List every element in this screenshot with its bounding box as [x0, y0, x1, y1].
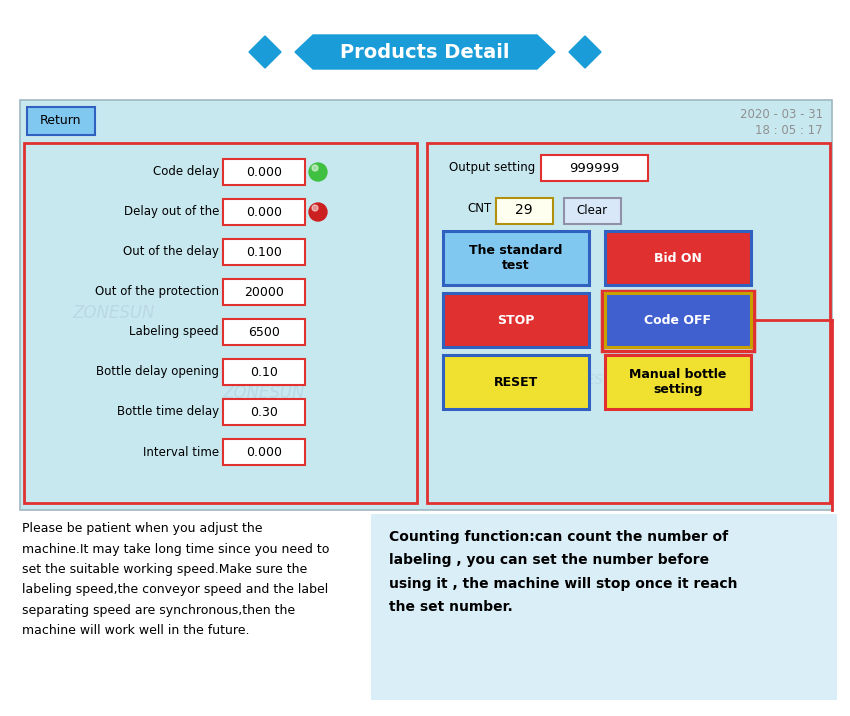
FancyBboxPatch shape	[223, 199, 305, 225]
Text: Out of the protection: Out of the protection	[95, 286, 219, 299]
Circle shape	[312, 205, 318, 211]
Text: ZONESUN: ZONESUN	[73, 304, 156, 322]
Text: Out of the delay: Out of the delay	[123, 246, 219, 258]
Text: 0.30: 0.30	[250, 405, 278, 418]
Circle shape	[312, 165, 318, 171]
Text: Manual bottle
setting: Manual bottle setting	[629, 368, 727, 396]
Text: ZONESUN: ZONESUN	[556, 373, 625, 387]
Text: 6500: 6500	[248, 326, 280, 339]
Text: RESET: RESET	[494, 375, 538, 389]
Text: Counting function:can count the number of
labeling , you can set the number befo: Counting function:can count the number o…	[389, 530, 738, 614]
FancyBboxPatch shape	[20, 100, 832, 510]
Text: 2020 - 03 - 31: 2020 - 03 - 31	[740, 109, 823, 122]
Text: Delay out of the: Delay out of the	[123, 205, 219, 218]
FancyBboxPatch shape	[496, 198, 553, 224]
Text: ZONESUN: ZONESUN	[223, 384, 305, 402]
Text: The standard
test: The standard test	[469, 244, 563, 272]
FancyBboxPatch shape	[605, 293, 751, 347]
Text: Code OFF: Code OFF	[644, 314, 711, 326]
Text: 0.000: 0.000	[246, 445, 282, 458]
Text: Return: Return	[40, 115, 82, 127]
Text: 18 : 05 : 17: 18 : 05 : 17	[756, 123, 823, 137]
FancyBboxPatch shape	[223, 279, 305, 305]
FancyBboxPatch shape	[605, 355, 751, 409]
FancyBboxPatch shape	[541, 155, 648, 181]
FancyBboxPatch shape	[564, 198, 621, 224]
Text: Code delay: Code delay	[153, 165, 219, 178]
Text: 0.10: 0.10	[250, 365, 278, 379]
FancyBboxPatch shape	[223, 159, 305, 185]
Text: 0.000: 0.000	[246, 165, 282, 178]
Text: Clear: Clear	[576, 203, 608, 216]
Text: Interval time: Interval time	[143, 445, 219, 458]
Polygon shape	[295, 35, 555, 69]
FancyBboxPatch shape	[223, 319, 305, 345]
Circle shape	[309, 203, 327, 221]
FancyBboxPatch shape	[371, 514, 837, 700]
FancyBboxPatch shape	[443, 231, 589, 285]
Text: CNT: CNT	[468, 203, 492, 216]
Text: 999999: 999999	[569, 162, 619, 175]
FancyBboxPatch shape	[24, 143, 417, 503]
FancyBboxPatch shape	[27, 107, 95, 135]
Circle shape	[309, 163, 327, 181]
FancyBboxPatch shape	[223, 439, 305, 465]
FancyBboxPatch shape	[223, 359, 305, 385]
Text: ZONESUN: ZONESUN	[666, 253, 734, 267]
FancyBboxPatch shape	[443, 293, 589, 347]
Text: Bid ON: Bid ON	[654, 251, 702, 264]
Text: Products Detail: Products Detail	[340, 42, 510, 62]
Text: ZONESUN: ZONESUN	[445, 303, 514, 317]
FancyBboxPatch shape	[443, 355, 589, 409]
Text: 0.100: 0.100	[246, 246, 282, 258]
FancyBboxPatch shape	[427, 143, 830, 503]
Polygon shape	[569, 36, 601, 68]
Text: Bottle delay opening: Bottle delay opening	[96, 365, 219, 379]
Text: 20000: 20000	[244, 286, 284, 299]
Text: 0.000: 0.000	[246, 205, 282, 218]
Polygon shape	[249, 36, 281, 68]
Text: Output setting: Output setting	[449, 160, 535, 173]
FancyBboxPatch shape	[605, 231, 751, 285]
FancyBboxPatch shape	[223, 399, 305, 425]
FancyBboxPatch shape	[223, 239, 305, 265]
Text: STOP: STOP	[497, 314, 535, 326]
Text: Labeling speed: Labeling speed	[129, 326, 219, 339]
Text: Please be patient when you adjust the
machine.It may take long time since you ne: Please be patient when you adjust the ma…	[22, 522, 329, 637]
Text: 29: 29	[515, 203, 533, 217]
Text: Bottle time delay: Bottle time delay	[116, 405, 219, 418]
